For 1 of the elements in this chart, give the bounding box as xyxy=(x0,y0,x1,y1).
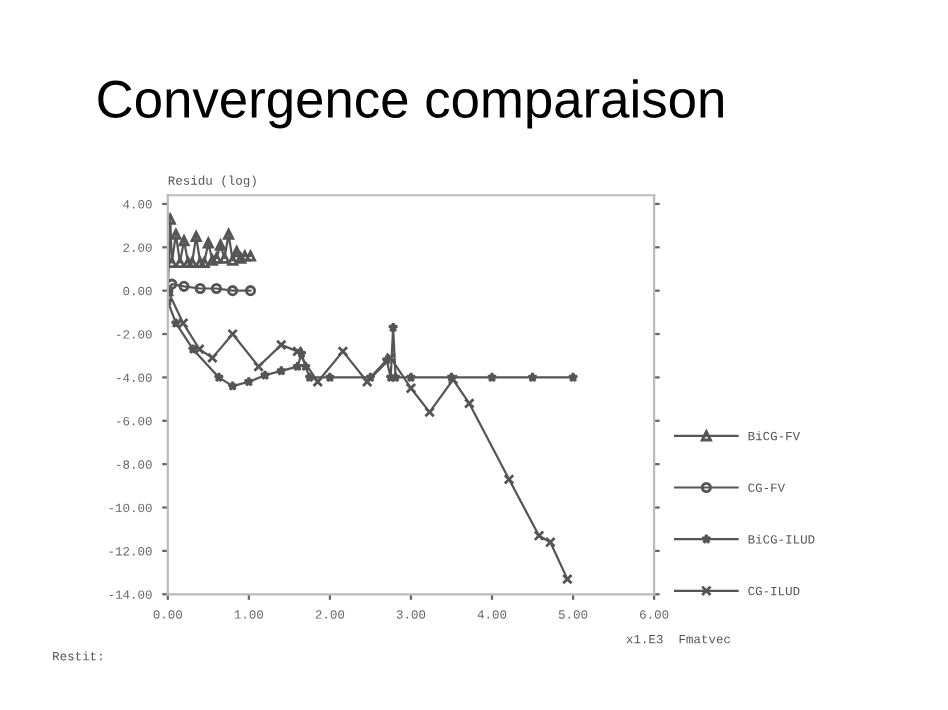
chart-title: Convergence comparaison xyxy=(98,79,723,129)
